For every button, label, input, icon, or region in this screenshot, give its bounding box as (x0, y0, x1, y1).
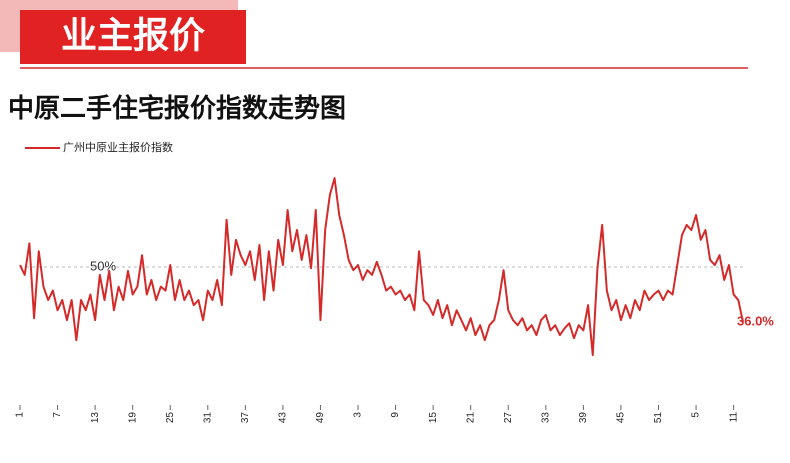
legend-label: 广州中原业主报价指数 (63, 140, 173, 154)
x-tick-label: 9 (390, 412, 401, 418)
x-tick-label: 49 (315, 412, 326, 424)
x-tick-label: 15 (428, 412, 439, 424)
x-tick-label: 5 (691, 412, 702, 418)
reference-label: 50% (90, 258, 116, 273)
x-tick-label: 37 (240, 412, 251, 424)
x-tick-label: 31 (202, 412, 213, 424)
x-tick-label: 19 (127, 412, 138, 424)
chart-title: 中原二手住宅报价指数走势图 (8, 93, 346, 123)
header-box (20, 10, 246, 64)
x-tick-label: 45 (616, 412, 627, 424)
x-tick-label: 21 (465, 412, 476, 424)
x-tick-label: 43 (278, 412, 289, 424)
x-tick-label: 13 (90, 412, 101, 424)
x-tick-label: 1 (15, 412, 26, 418)
x-tick-label: 39 (578, 412, 589, 424)
x-tick-label: 11 (728, 412, 739, 423)
data-line (19, 177, 744, 357)
x-tick-label: 25 (165, 412, 176, 424)
x-tick-label: 7 (52, 412, 63, 418)
header-title: 业主报价 (61, 15, 205, 56)
end-label: 36.0% (737, 314, 774, 329)
x-tick-label: 3 (353, 412, 364, 418)
x-tick-label: 27 (503, 412, 514, 424)
x-tick-label: 51 (653, 412, 664, 424)
x-tick-label: 33 (540, 412, 551, 424)
